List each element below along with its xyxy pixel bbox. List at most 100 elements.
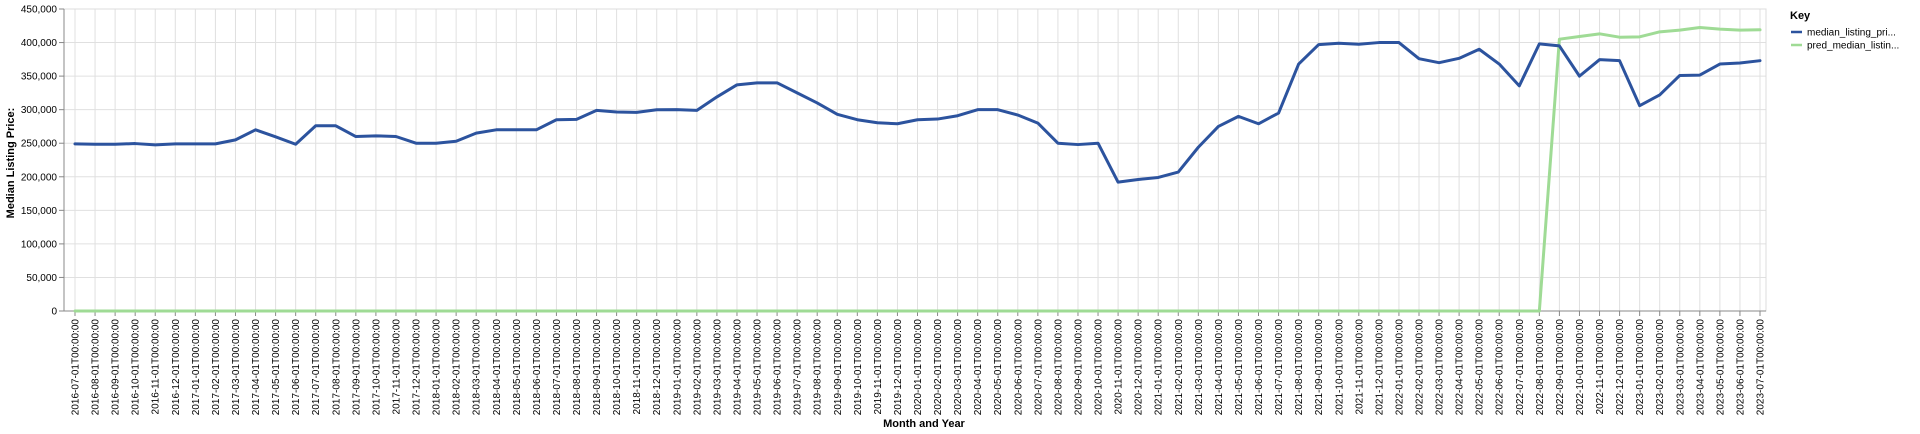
x-tick-label: 2018-12-01T00:00:00 xyxy=(652,319,663,416)
x-tick-label: 2017-11-01T00:00:00 xyxy=(391,319,402,415)
y-axis: 0 50,000 100,000 150,000 200,000 250,000 300,0… xyxy=(21,5,65,318)
x-tick-label: 2021-01-01T00:00:00 xyxy=(1154,319,1165,416)
x-tick-label: 2016-09-01T00:00:00 xyxy=(111,319,122,416)
x-tick-label: 2018-05-01T00:00:00 xyxy=(512,319,523,416)
x-tick-label: 2021-09-01T00:00:00 xyxy=(1314,319,1325,416)
gridlines xyxy=(64,8,1766,312)
x-tick-label: 2022-08-01T00:00:00 xyxy=(1535,319,1546,416)
x-tick-label: 2019-03-01T00:00:00 xyxy=(712,319,723,416)
x-tick-label: 2019-12-01T00:00:00 xyxy=(893,319,904,416)
x-tick-label: 2020-11-01T00:00:00 xyxy=(1114,319,1125,415)
x-tick-label: 2018-02-01T00:00:00 xyxy=(452,319,463,416)
y-tick-label: 50,000 xyxy=(26,273,57,284)
x-tick-label: 2019-02-01T00:00:00 xyxy=(692,319,703,416)
x-tick-label: 2017-05-01T00:00:00 xyxy=(271,319,282,416)
x-tick-label: 2017-09-01T00:00:00 xyxy=(351,319,362,416)
x-tick-label: 2018-01-01T00:00:00 xyxy=(432,319,443,416)
x-tick-label: 2022-07-01T00:00:00 xyxy=(1515,319,1526,416)
x-tick-label: 2023-01-01T00:00:00 xyxy=(1635,319,1646,416)
y-tick-label: 250,000 xyxy=(21,139,58,150)
y-tick-label: 0 xyxy=(51,307,57,318)
x-tick-label: 2020-04-01T00:00:00 xyxy=(973,319,984,416)
x-tick-label: 2019-09-01T00:00:00 xyxy=(833,319,844,416)
x-tick-label: 2023-03-01T00:00:00 xyxy=(1675,319,1686,416)
x-tick-label: 2021-04-01T00:00:00 xyxy=(1214,319,1225,416)
x-tick-label: 2022-04-01T00:00:00 xyxy=(1455,319,1466,416)
x-tick-label: 2017-06-01T00:00:00 xyxy=(291,319,302,416)
x-tick-label: 2023-04-01T00:00:00 xyxy=(1695,319,1706,416)
legend-label: pred_median_listin... xyxy=(1807,41,1899,52)
x-tick-label: 2019-11-01T00:00:00 xyxy=(873,319,884,415)
x-tick-label: 2023-06-01T00:00:00 xyxy=(1735,319,1746,416)
y-tick-label: 150,000 xyxy=(21,206,58,217)
x-tick-label: 2022-12-01T00:00:00 xyxy=(1615,319,1626,416)
x-tick-label: 2018-06-01T00:00:00 xyxy=(532,319,543,416)
x-tick-label: 2017-04-01T00:00:00 xyxy=(251,319,262,416)
legend-items: median_listing_pri... pred_median_listin.… xyxy=(1791,28,1899,52)
y-axis-title: Median Listing Price: xyxy=(5,108,17,219)
x-tick-label: 2020-09-01T00:00:00 xyxy=(1073,319,1084,416)
x-tick-label: 2017-03-01T00:00:00 xyxy=(231,319,242,416)
x-tick-label: 2020-08-01T00:00:00 xyxy=(1053,319,1064,416)
x-tick-label: 2017-01-01T00:00:00 xyxy=(191,319,202,416)
x-tick-label: 2022-05-01T00:00:00 xyxy=(1475,319,1486,416)
legend-title: Key xyxy=(1790,10,1811,22)
x-tick-label: 2020-03-01T00:00:00 xyxy=(953,319,964,416)
x-tick-label: 2020-12-01T00:00:00 xyxy=(1134,319,1145,416)
x-tick-label: 2022-09-01T00:00:00 xyxy=(1555,319,1566,416)
x-tick-label: 2017-12-01T00:00:00 xyxy=(412,319,423,416)
x-tick-label: 2022-11-01T00:00:00 xyxy=(1595,319,1606,415)
x-tick-label: 2023-02-01T00:00:00 xyxy=(1655,319,1666,416)
x-tick-label: 2017-02-01T00:00:00 xyxy=(211,319,222,416)
x-tick-label: 2019-07-01T00:00:00 xyxy=(793,319,804,416)
x-tick-label: 2023-07-01T00:00:00 xyxy=(1756,319,1767,416)
x-tick-label: 2020-10-01T00:00:00 xyxy=(1094,319,1105,416)
y-tick-label: 350,000 xyxy=(21,72,58,83)
x-tick-label: 2022-06-01T00:00:00 xyxy=(1495,319,1506,416)
x-tick-label: 2022-10-01T00:00:00 xyxy=(1575,319,1586,416)
x-tick-label: 2019-10-01T00:00:00 xyxy=(853,319,864,416)
legend: Key median_listing_pri... pred_median_lis… xyxy=(1790,10,1899,52)
x-tick-label: 2021-06-01T00:00:00 xyxy=(1254,319,1265,416)
x-tick-label: 2016-11-01T00:00:00 xyxy=(151,319,162,415)
x-tick-label: 2022-03-01T00:00:00 xyxy=(1435,319,1446,416)
x-tick-label: 2018-08-01T00:00:00 xyxy=(572,319,583,416)
x-tick-label: 2020-06-01T00:00:00 xyxy=(1013,319,1024,416)
x-tick-label: 2020-07-01T00:00:00 xyxy=(1033,319,1044,416)
y-tick-label: 400,000 xyxy=(21,38,58,49)
x-tick-label: 2016-07-01T00:00:00 xyxy=(71,319,82,416)
plot-border xyxy=(63,8,1767,312)
x-tick-label: 2021-08-01T00:00:00 xyxy=(1294,319,1305,416)
series-line-median-listing-pri xyxy=(73,41,1762,184)
x-tick-label: 2018-09-01T00:00:00 xyxy=(592,319,603,416)
x-tick-label: 2022-02-01T00:00:00 xyxy=(1414,319,1425,416)
x-tick-label: 2022-01-01T00:00:00 xyxy=(1394,319,1405,416)
x-tick-label: 2020-02-01T00:00:00 xyxy=(933,319,944,416)
x-tick-label: 2016-08-01T00:00:00 xyxy=(91,319,102,416)
x-tick-label: 2020-05-01T00:00:00 xyxy=(993,319,1004,416)
x-tick-label: 2021-07-01T00:00:00 xyxy=(1274,319,1285,416)
x-tick-label: 2019-06-01T00:00:00 xyxy=(773,319,784,416)
series-line-pred-median-listin xyxy=(73,25,1762,313)
x-tick-label: 2019-01-01T00:00:00 xyxy=(672,319,683,416)
x-tick-label: 2021-10-01T00:00:00 xyxy=(1334,319,1345,416)
x-axis: 2016-07-01T00:00:00 2016-08-01T00:00:00 20… xyxy=(64,310,1767,416)
x-tick-label: 2019-05-01T00:00:00 xyxy=(753,319,764,416)
y-tick-label: 100,000 xyxy=(21,239,58,250)
x-tick-label: 2017-10-01T00:00:00 xyxy=(371,319,382,416)
x-axis-title: Month and Year xyxy=(883,418,965,430)
y-tick-label: 300,000 xyxy=(21,105,58,116)
x-tick-label: 2021-02-01T00:00:00 xyxy=(1174,319,1185,416)
series-lines xyxy=(73,25,1762,313)
y-tick-label: 450,000 xyxy=(21,5,58,16)
legend-label: median_listing_pri... xyxy=(1807,28,1896,39)
x-tick-label: 2021-12-01T00:00:00 xyxy=(1374,319,1385,416)
x-tick-label: 2018-03-01T00:00:00 xyxy=(472,319,483,416)
x-tick-label: 2018-11-01T00:00:00 xyxy=(632,319,643,415)
x-tick-label: 2018-07-01T00:00:00 xyxy=(552,319,563,416)
x-tick-label: 2020-01-01T00:00:00 xyxy=(913,319,924,416)
x-tick-label: 2017-07-01T00:00:00 xyxy=(311,319,322,416)
x-tick-label: 2019-08-01T00:00:00 xyxy=(813,319,824,416)
x-tick-label: 2018-10-01T00:00:00 xyxy=(612,319,623,416)
